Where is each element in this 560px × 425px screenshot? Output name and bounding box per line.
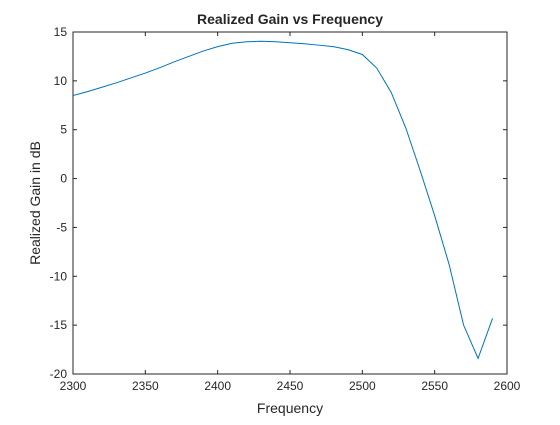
y-tick-label: 15 <box>54 25 68 39</box>
y-tick-label: -10 <box>50 269 68 283</box>
x-tick-label: 2300 <box>60 379 87 393</box>
chart-title: Realized Gain vs Frequency <box>197 11 383 27</box>
x-axis-title: Frequency <box>257 400 323 416</box>
axes: 2300 2350 2400 2450 2500 2550 2600 -20 -15 -10 -5 0… <box>50 25 521 393</box>
y-tick-label: 5 <box>60 123 67 137</box>
x-tick-label: 2400 <box>204 379 231 393</box>
y-tick-label: -20 <box>50 367 68 381</box>
x-tick-label: 2500 <box>349 379 376 393</box>
series-line <box>72 40 494 360</box>
x-tick-label: 2600 <box>494 379 521 393</box>
y-tick-label: -15 <box>50 318 68 332</box>
x-tick-label: 2450 <box>277 379 304 393</box>
x-tick-label: 2350 <box>132 379 159 393</box>
plot-area <box>72 40 494 360</box>
y-axis-title: Realized Gain in dB <box>27 141 43 265</box>
x-tick-label: 2550 <box>421 379 448 393</box>
y-tick-label: 10 <box>54 74 68 88</box>
y-tick-label: 0 <box>60 172 67 186</box>
y-tick-label: -5 <box>56 220 67 234</box>
